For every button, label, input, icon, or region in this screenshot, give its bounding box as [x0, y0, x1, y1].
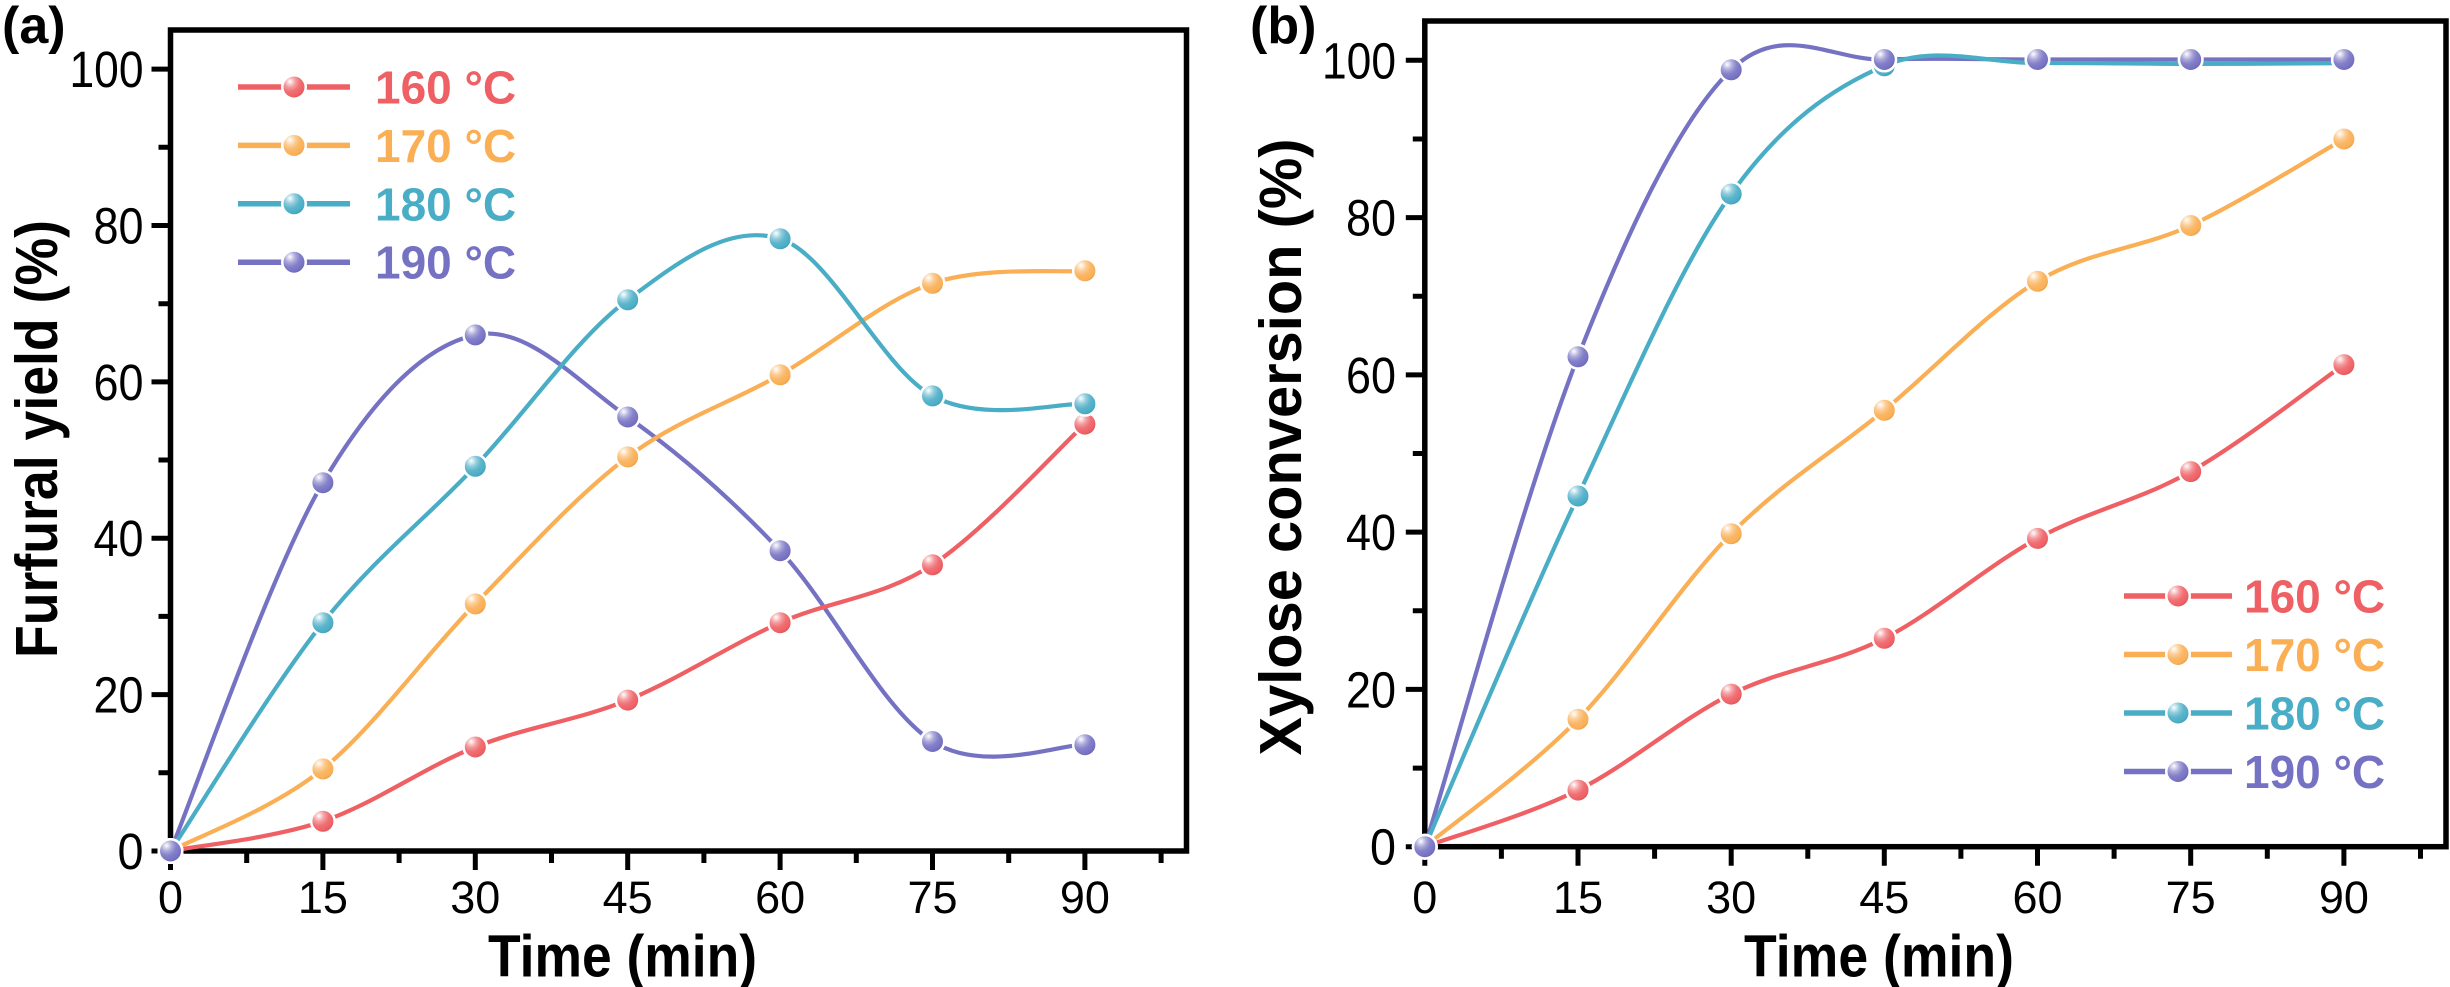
svg-text:180 °C: 180 °C [2244, 688, 2385, 740]
svg-text:Furfural yield (%): Furfural yield (%) [4, 220, 70, 658]
svg-text:0: 0 [1370, 819, 1396, 876]
svg-text:Time (min): Time (min) [488, 924, 757, 987]
svg-text:45: 45 [1859, 872, 1909, 923]
svg-text:100: 100 [70, 41, 144, 98]
svg-text:0: 0 [1412, 872, 1437, 923]
svg-text:170 °C: 170 °C [2244, 629, 2385, 681]
svg-text:15: 15 [1553, 872, 1603, 923]
svg-text:160 °C: 160 °C [2244, 571, 2385, 623]
svg-text:80: 80 [94, 198, 144, 255]
svg-text:15: 15 [298, 872, 348, 923]
svg-text:30: 30 [1706, 872, 1756, 923]
svg-text:60: 60 [755, 872, 805, 923]
svg-text:60: 60 [2012, 872, 2062, 923]
svg-text:160 °C: 160 °C [375, 62, 516, 114]
svg-text:40: 40 [1346, 504, 1396, 561]
svg-text:0: 0 [118, 823, 144, 880]
svg-text:170 °C: 170 °C [375, 120, 516, 172]
svg-text:(a): (a) [2, 0, 66, 55]
svg-text:Time (min): Time (min) [1744, 924, 2014, 987]
svg-text:60: 60 [94, 354, 144, 411]
svg-text:75: 75 [907, 872, 957, 923]
svg-text:90: 90 [2319, 872, 2369, 923]
svg-text:75: 75 [2166, 872, 2216, 923]
svg-text:90: 90 [1060, 872, 1110, 923]
svg-text:190 °C: 190 °C [375, 237, 516, 289]
svg-text:(b): (b) [1250, 0, 1316, 55]
svg-text:20: 20 [94, 667, 144, 724]
svg-text:45: 45 [603, 872, 653, 923]
svg-text:180 °C: 180 °C [375, 178, 516, 230]
svg-text:20: 20 [1346, 661, 1396, 718]
svg-text:80: 80 [1346, 190, 1396, 247]
svg-text:40: 40 [94, 510, 144, 567]
svg-text:190 °C: 190 °C [2244, 746, 2385, 798]
svg-text:60: 60 [1346, 347, 1396, 404]
svg-text:30: 30 [450, 872, 500, 923]
svg-text:100: 100 [1322, 32, 1396, 89]
svg-text:0: 0 [158, 872, 183, 923]
svg-text:Xylose conversion (%): Xylose conversion (%) [1248, 139, 1314, 756]
